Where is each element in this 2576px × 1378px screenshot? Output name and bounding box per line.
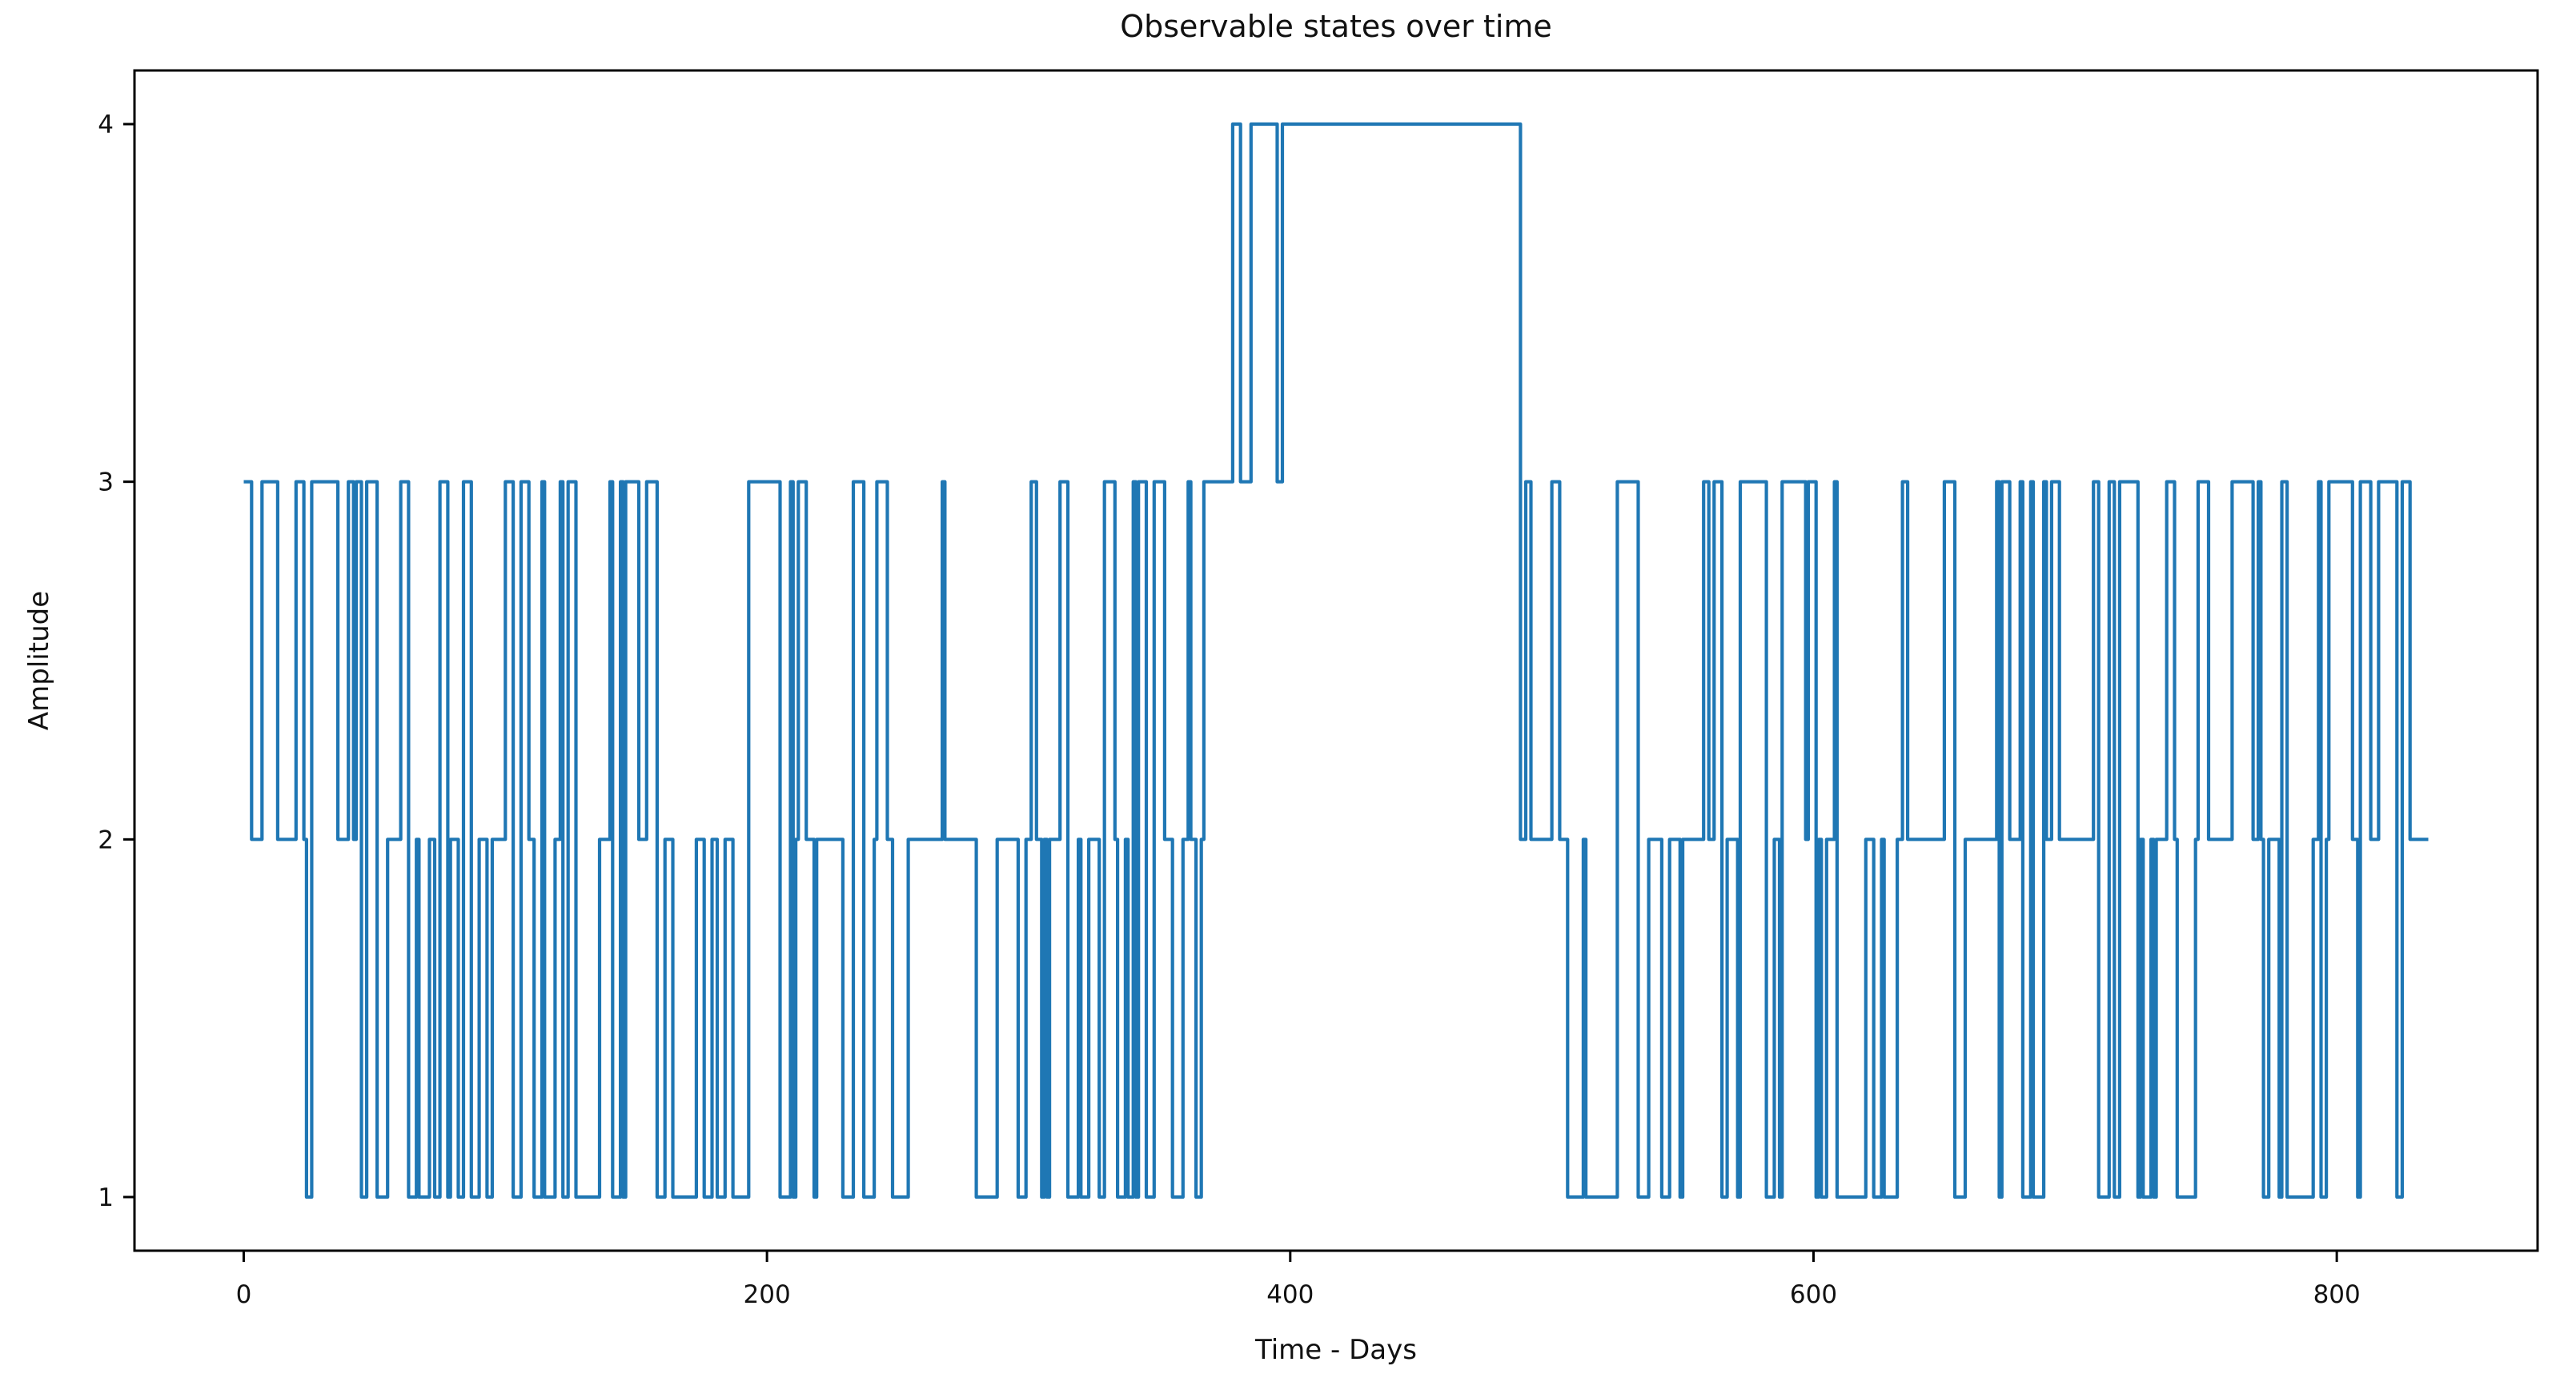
x-tick-label: 600 <box>1790 1280 1837 1309</box>
x-tick-label: 400 <box>1266 1280 1314 1309</box>
y-axis-ticks: 1 2 3 4 <box>98 110 134 1212</box>
y-tick-label: 1 <box>98 1183 114 1212</box>
x-axis-ticks: 0 200 400 600 800 <box>236 1251 2361 1309</box>
y-axis-label: Amplitude <box>23 591 55 730</box>
x-axis-label: Time - Days <box>1254 1334 1417 1366</box>
x-tick-label: 200 <box>744 1280 791 1309</box>
x-tick-label: 0 <box>236 1280 252 1309</box>
chart-title: Observable states over time <box>1120 9 1552 44</box>
x-tick-label: 800 <box>2313 1280 2361 1309</box>
series-line <box>243 122 2429 1199</box>
y-tick-label: 4 <box>98 110 114 139</box>
y-tick-label: 3 <box>98 468 114 497</box>
y-tick-label: 2 <box>98 826 114 854</box>
